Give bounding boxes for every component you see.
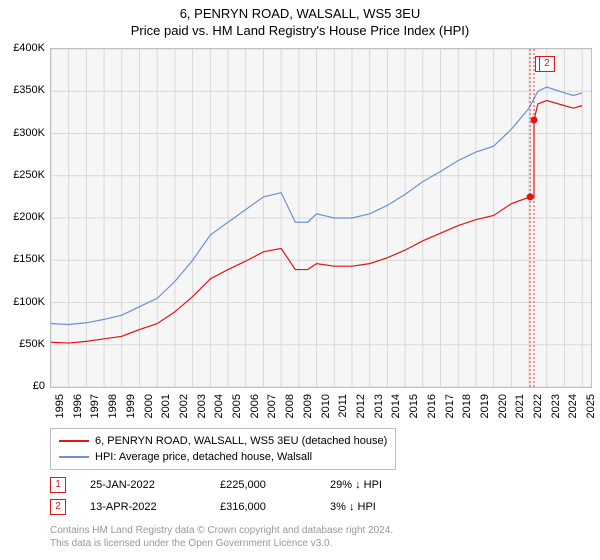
sales-table: 1 25-JAN-2022 £225,000 29% ↓ HPI 2 13-AP… xyxy=(50,474,440,518)
x-tick-label: 2001 xyxy=(160,394,172,424)
x-tick-label: 2007 xyxy=(266,394,278,424)
legend-item: 6, PENRYN ROAD, WALSALL, WS5 3EU (detach… xyxy=(59,433,387,449)
sale-marker-callout: 2 xyxy=(539,56,555,72)
sale-diff: 29% ↓ HPI xyxy=(330,479,440,491)
x-tick-label: 2003 xyxy=(196,394,208,424)
footer-line: Contains HM Land Registry data © Crown c… xyxy=(50,524,393,537)
x-tick-label: 1997 xyxy=(89,394,101,424)
plot-area xyxy=(50,48,592,388)
legend: 6, PENRYN ROAD, WALSALL, WS5 3EU (detach… xyxy=(50,428,396,470)
sales-row: 2 13-APR-2022 £316,000 3% ↓ HPI xyxy=(50,496,440,518)
x-tick-label: 2011 xyxy=(337,394,349,424)
x-tick-label: 2002 xyxy=(178,394,190,424)
x-tick-label: 2021 xyxy=(514,394,526,424)
x-tick-label: 2025 xyxy=(585,394,597,424)
x-tick-label: 2023 xyxy=(550,394,562,424)
y-tick-label: £350K xyxy=(5,84,45,96)
x-tick-label: 1996 xyxy=(72,394,84,424)
y-tick-label: £400K xyxy=(5,42,45,54)
y-tick-label: £50K xyxy=(5,338,45,350)
chart-title-1: 6, PENRYN ROAD, WALSALL, WS5 3EU xyxy=(0,0,600,21)
x-tick-label: 2016 xyxy=(426,394,438,424)
sale-date: 25-JAN-2022 xyxy=(90,479,220,491)
y-tick-label: £250K xyxy=(5,169,45,181)
x-tick-label: 2014 xyxy=(390,394,402,424)
x-tick-label: 2010 xyxy=(320,394,332,424)
x-tick-label: 2024 xyxy=(567,394,579,424)
y-tick-label: £300K xyxy=(5,127,45,139)
x-tick-label: 2008 xyxy=(284,394,296,424)
legend-label: HPI: Average price, detached house, Wals… xyxy=(95,451,312,463)
footer-attribution: Contains HM Land Registry data © Crown c… xyxy=(50,524,393,550)
x-tick-label: 2017 xyxy=(444,394,456,424)
sale-diff: 3% ↓ HPI xyxy=(330,501,440,513)
legend-swatch xyxy=(59,440,89,442)
sale-marker-badge: 1 xyxy=(50,477,66,493)
sale-price: £225,000 xyxy=(220,479,330,491)
x-tick-label: 2000 xyxy=(143,394,155,424)
y-tick-label: £0 xyxy=(5,380,45,392)
plot-svg xyxy=(51,49,591,387)
sale-marker-badge: 2 xyxy=(50,499,66,515)
x-tick-label: 1999 xyxy=(125,394,137,424)
legend-label: 6, PENRYN ROAD, WALSALL, WS5 3EU (detach… xyxy=(95,435,387,447)
x-tick-label: 2009 xyxy=(302,394,314,424)
legend-item: HPI: Average price, detached house, Wals… xyxy=(59,449,387,465)
chart-container: 6, PENRYN ROAD, WALSALL, WS5 3EU Price p… xyxy=(0,0,600,560)
footer-line: This data is licensed under the Open Gov… xyxy=(50,537,393,550)
x-tick-label: 2013 xyxy=(373,394,385,424)
y-tick-label: £100K xyxy=(5,296,45,308)
y-tick-label: £150K xyxy=(5,253,45,265)
x-tick-label: 2015 xyxy=(408,394,420,424)
x-tick-label: 2020 xyxy=(497,394,509,424)
x-tick-label: 2022 xyxy=(532,394,544,424)
x-tick-label: 1995 xyxy=(54,394,66,424)
x-tick-label: 2004 xyxy=(213,394,225,424)
x-tick-label: 2018 xyxy=(461,394,473,424)
y-tick-label: £200K xyxy=(5,211,45,223)
x-tick-label: 2012 xyxy=(355,394,367,424)
x-tick-label: 2005 xyxy=(231,394,243,424)
legend-swatch xyxy=(59,456,89,458)
x-tick-label: 1998 xyxy=(107,394,119,424)
sale-price: £316,000 xyxy=(220,501,330,513)
sale-date: 13-APR-2022 xyxy=(90,501,220,513)
sales-row: 1 25-JAN-2022 £225,000 29% ↓ HPI xyxy=(50,474,440,496)
chart-title-2: Price paid vs. HM Land Registry's House … xyxy=(0,21,600,38)
x-tick-label: 2019 xyxy=(479,394,491,424)
x-tick-label: 2006 xyxy=(249,394,261,424)
